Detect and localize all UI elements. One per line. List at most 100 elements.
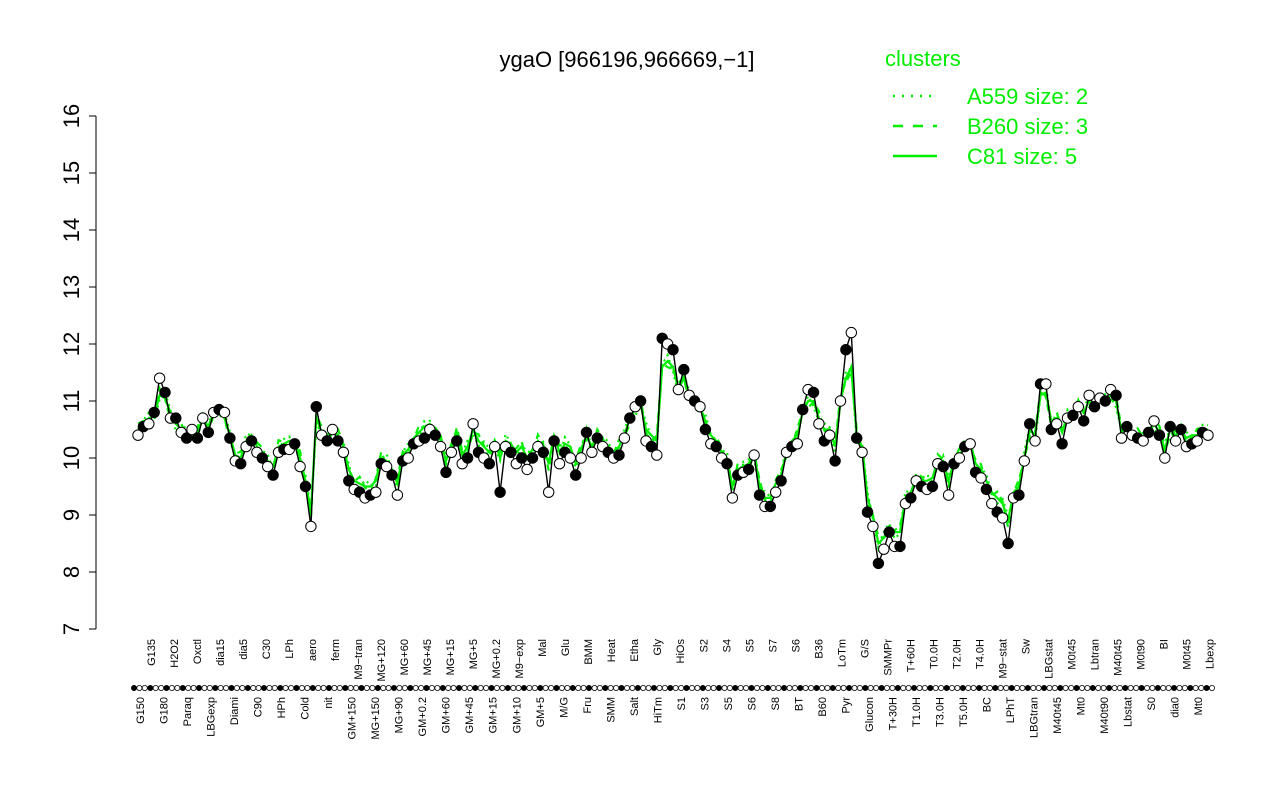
x-tick-labels: G135 H2O2 Oxctl dia15 dia5 C30 LPh aero ferm M9−t… [130,638,1217,740]
data-point [553,458,566,470]
condition-marker [596,685,603,692]
x-tick-label-upper: M0t90 [1136,639,1148,670]
data-point [743,463,755,476]
condition-marker [304,685,311,692]
condition-marker [548,685,555,692]
x-tick-label-lower: S5 [723,697,735,710]
data-point [1148,415,1160,427]
data-point [483,458,495,470]
x-tick-label-upper: H2O2 [169,639,181,668]
data-point [235,458,247,470]
condition-marker [147,685,154,692]
condition-marker [732,685,739,692]
x-tick-label-lower: S6 [746,697,758,710]
condition-marker [943,685,950,692]
condition-marker [683,685,690,692]
condition-marker [781,685,788,692]
y-tick-label: 16 [59,104,84,128]
condition-marker [607,685,614,692]
x-tick-label-lower: Mt0 [1076,697,1088,715]
condition-marker [954,685,961,692]
x-tick-label-lower: M/G [558,697,570,718]
condition-marker [1079,685,1086,692]
condition-marker [466,685,473,692]
condition-marker [239,685,246,692]
condition-marker [358,685,365,692]
data-point [894,540,906,553]
condition-marker [380,685,387,692]
condition-marker [846,685,853,692]
condition-marker [667,685,674,692]
condition-marker [602,685,609,692]
condition-marker [699,685,706,692]
data-point [1078,415,1090,427]
condition-marker [1138,685,1145,692]
data-point [1040,378,1052,390]
data-point [186,423,198,436]
condition-marker [228,685,235,692]
condition-marker [640,685,647,692]
data-point [926,480,939,493]
data-point [537,446,549,458]
x-tick-label-upper: T+60H [905,639,917,672]
condition-marker [1192,685,1199,692]
legend-label: B260 size: 3 [967,114,1088,139]
x-tick-label-upper: S4 [721,639,733,652]
data-point [1088,401,1101,413]
x-tick-label-lower: HPh [276,697,288,718]
condition-marker [271,685,278,692]
x-tick-label-lower: S1 [676,697,688,710]
legend-label: C81 size: 5 [967,144,1077,169]
x-tick-label-upper: C30 [261,639,273,659]
condition-marker [130,685,137,692]
data-point [840,344,852,356]
condition-marker [1008,685,1015,692]
x-tick-label-upper: ferm [330,639,342,661]
x-tick-label-upper: M0t45 [1182,639,1194,670]
condition-marker [450,685,457,692]
condition-marker [250,685,257,692]
condition-marker [775,685,782,692]
x-tick-label-upper: S6 [790,639,802,652]
condition-marker [613,685,620,692]
condition-marker [233,685,240,692]
data-point [710,440,722,453]
y-axis: 7 8 9 10 11 12 13 14 15 16 [59,104,97,635]
x-tick-label-upper: SMMPr [882,639,894,676]
condition-marker [802,685,809,692]
y-tick-label: 7 [59,623,84,635]
condition-marker [336,685,343,692]
condition-marker [634,685,641,692]
condition-marker [255,685,262,692]
data-point [975,472,987,484]
x-tick-label-lower: BT [794,697,806,711]
x-tick-label-upper: S7 [767,639,779,652]
x-tick-label-lower: Salt [629,697,641,716]
x-tick-label-upper: T0.0H [928,639,940,669]
condition-marker [1176,685,1183,692]
data-point [526,452,539,464]
condition-marker [689,685,696,692]
data-point [986,497,998,510]
data-point [380,460,393,473]
condition-marker [558,685,565,692]
condition-marker [645,685,652,692]
data-point [651,449,663,461]
data-point [764,500,776,513]
x-tick-label-upper: Sw [1020,639,1032,654]
condition-marker [569,685,576,692]
condition-marker [694,685,701,692]
data-point [770,486,782,498]
condition-marker [959,685,966,692]
condition-marker [439,685,446,692]
condition-marker [223,685,230,692]
data-point [153,372,166,384]
data-point [634,395,647,407]
condition-marker [1089,685,1096,692]
x-tick-label-lower: GM+5 [535,697,547,727]
data-point [1072,401,1085,413]
condition-marker [136,685,143,692]
data-point [878,543,890,555]
condition-marker [851,685,858,692]
